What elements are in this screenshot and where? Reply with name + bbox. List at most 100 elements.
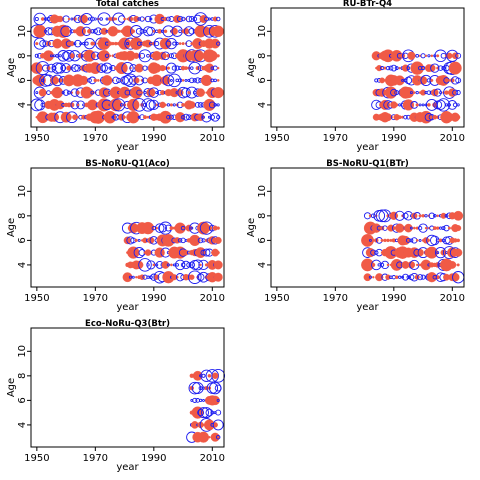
bubble-positive: [146, 115, 150, 119]
bubble-negative: [418, 103, 422, 107]
bubble-positive: [420, 89, 427, 96]
bubble-negative: [184, 78, 188, 82]
bubble-negative: [409, 226, 413, 230]
bubble-negative: [39, 40, 47, 48]
y-axis-label: Age: [246, 218, 257, 237]
bubble-positive: [133, 15, 140, 23]
bubble-negative: [166, 263, 170, 267]
bubble-negative: [137, 17, 141, 21]
bubble-positive: [424, 226, 428, 230]
bubble-negative: [455, 52, 462, 59]
bubble-positive: [149, 226, 153, 230]
x-tick-label: 2010: [200, 133, 225, 144]
bubble-positive: [161, 260, 170, 269]
bubble-positive: [404, 223, 413, 233]
bubble-negative: [172, 41, 177, 46]
bubble-negative: [374, 78, 379, 83]
x-tick-label: 1970: [323, 133, 348, 144]
bubble-positive: [169, 263, 173, 267]
bubble-positive: [436, 214, 440, 218]
bubble-positive: [427, 103, 431, 107]
bubble-negative: [175, 263, 179, 267]
bubble-positive: [183, 249, 189, 256]
bubble-negative: [74, 39, 82, 48]
bubble-positive: [386, 263, 390, 267]
bubble-positive: [190, 421, 199, 429]
y-tick-label: 4: [17, 262, 28, 268]
y-tick-label: 6: [17, 77, 28, 83]
bubble-positive: [451, 52, 459, 60]
bubble-positive: [419, 110, 433, 124]
bubble-positive: [413, 54, 416, 57]
bubble-negative: [169, 78, 173, 82]
bubble-positive: [108, 54, 112, 57]
bubble-positive: [395, 214, 399, 218]
y-tick-label: 4: [17, 102, 28, 108]
bubble-positive: [216, 66, 220, 70]
bubble-positive: [385, 274, 391, 280]
bubble-positive: [109, 98, 123, 112]
bubble-negative: [176, 15, 184, 23]
panel-title: Eco-NoRu-Q3(Btr): [85, 319, 170, 329]
bubble-positive: [123, 115, 126, 119]
bubble-positive: [181, 103, 186, 107]
panel-2: 1950 1970 1990 2010 4 6 8 10 RU-BTr-Q4 year Age: [246, 0, 465, 153]
plot-frame: [270, 167, 465, 288]
bubble-positive: [456, 115, 461, 120]
bubble-negative: [406, 275, 411, 280]
bubble-negative: [166, 114, 171, 120]
bubble-positive: [424, 54, 428, 57]
y-tick-label: 10: [257, 185, 268, 198]
bubble-positive: [457, 66, 460, 70]
bubble-negative: [418, 238, 422, 242]
bubble-positive: [401, 235, 411, 245]
bubble-negative: [192, 397, 198, 403]
bubble-positive: [427, 239, 431, 242]
bubble-positive: [154, 13, 165, 25]
y-tick-label: 8: [17, 213, 28, 219]
bubble-negative: [96, 63, 106, 73]
panel-title: BS-NoRU-Q1(Aco): [85, 159, 170, 169]
bubble-positive: [67, 17, 71, 21]
bubble-positive: [123, 17, 127, 21]
bubble-positive: [380, 99, 391, 110]
bubble-negative: [194, 77, 201, 84]
bubble-negative: [439, 226, 443, 230]
bubble-negative: [70, 64, 79, 73]
bubble-negative: [426, 90, 432, 95]
bubble-negative: [427, 54, 431, 58]
x-tick-label: 2010: [200, 293, 225, 304]
bubble-positive: [416, 248, 424, 257]
bubble-negative: [166, 16, 171, 22]
bubble-negative: [119, 103, 124, 107]
bubble-negative: [181, 87, 191, 98]
x-tick-label: 1990: [141, 293, 166, 304]
bubble-positive: [57, 89, 63, 96]
bubble-negative: [202, 398, 205, 402]
x-axis-label: year: [116, 142, 139, 153]
bubble-positive: [114, 17, 118, 21]
bubble-negative: [50, 54, 53, 58]
bubble-positive: [93, 78, 98, 83]
x-tick-label: 1970: [323, 293, 348, 304]
bubble-positive: [402, 99, 415, 111]
bubble-negative: [142, 102, 148, 108]
bubble-positive: [383, 238, 387, 243]
bubble-positive: [456, 238, 461, 243]
bubble-positive: [398, 66, 401, 70]
bubble-negative: [197, 102, 204, 108]
plot-frame: [30, 7, 225, 128]
bubble-negative: [428, 212, 436, 220]
bubble-negative: [368, 238, 372, 242]
panel-5: 1950 1970 1990 2010 4 6 8 10 Eco-NoRu-Q3(Btr) yea…: [6, 319, 226, 473]
bubble-positive: [386, 238, 390, 243]
bubble-negative: [134, 75, 145, 86]
x-tick-label: 1950: [24, 133, 49, 144]
bubble-positive: [204, 63, 215, 73]
bubble-negative: [213, 411, 217, 415]
y-tick-label: 6: [17, 237, 28, 243]
bubble-negative: [452, 89, 459, 96]
bubble-positive: [216, 251, 220, 255]
bubble-negative: [370, 213, 376, 219]
bubble-positive: [181, 42, 185, 46]
